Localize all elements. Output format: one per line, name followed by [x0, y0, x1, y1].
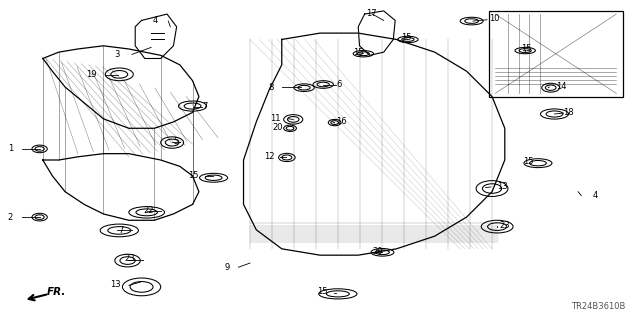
Text: 15: 15	[523, 157, 534, 166]
Text: 19: 19	[86, 70, 97, 79]
Text: 13: 13	[111, 280, 121, 289]
Text: 6: 6	[336, 80, 341, 89]
Text: 13: 13	[497, 182, 508, 191]
Text: 18: 18	[563, 108, 574, 117]
Text: 15: 15	[317, 287, 328, 296]
Text: 7: 7	[202, 102, 207, 111]
Text: 20: 20	[273, 123, 283, 132]
Text: 10: 10	[489, 14, 499, 23]
Text: 15: 15	[401, 33, 412, 42]
Text: 3: 3	[114, 50, 119, 59]
Text: 20: 20	[372, 247, 383, 256]
Text: 23: 23	[125, 254, 135, 263]
Text: 15: 15	[188, 172, 199, 180]
Text: 8: 8	[269, 83, 274, 92]
Text: 5: 5	[173, 137, 179, 146]
Text: 15: 15	[521, 44, 531, 53]
Text: 15: 15	[353, 48, 364, 57]
Text: TR24B3610B: TR24B3610B	[572, 302, 626, 311]
Text: 14: 14	[556, 82, 566, 91]
Bar	[489, 11, 623, 97]
Text: FR.: FR.	[47, 287, 67, 297]
Text: 17: 17	[366, 9, 376, 18]
Text: 9: 9	[224, 263, 230, 272]
Text: 4: 4	[593, 191, 598, 200]
Text: 22: 22	[144, 206, 154, 215]
Text: 2: 2	[8, 212, 13, 222]
Text: 11: 11	[270, 114, 280, 123]
Text: 1: 1	[8, 144, 13, 153]
Text: 16: 16	[336, 117, 346, 126]
Text: 23: 23	[500, 221, 510, 230]
Text: 4: 4	[152, 16, 157, 25]
Text: 7: 7	[118, 226, 124, 235]
Text: 12: 12	[264, 152, 274, 161]
